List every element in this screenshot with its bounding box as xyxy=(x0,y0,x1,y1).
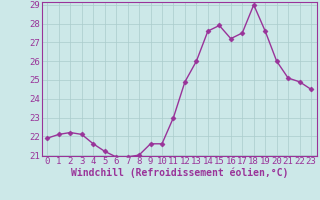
X-axis label: Windchill (Refroidissement éolien,°C): Windchill (Refroidissement éolien,°C) xyxy=(70,168,288,178)
